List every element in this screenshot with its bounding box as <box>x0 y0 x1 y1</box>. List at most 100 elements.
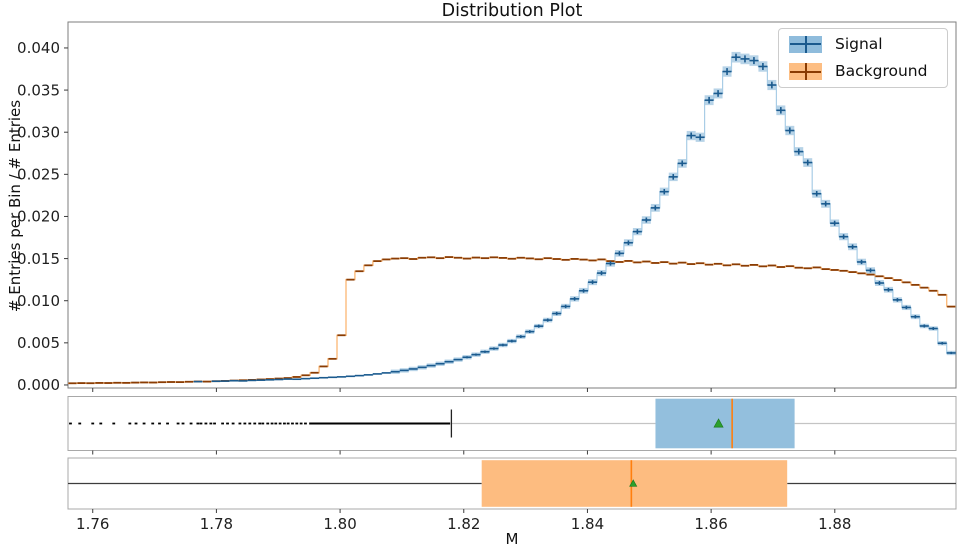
signal-marker-vbar <box>511 339 513 343</box>
background-dash-marker <box>705 263 714 266</box>
flier-marker <box>78 422 82 425</box>
background-dash-marker <box>113 381 122 384</box>
flier-marker <box>189 422 193 425</box>
signal-marker-vbar <box>681 160 684 167</box>
signal-marker-vbar <box>690 132 692 139</box>
legend-label-signal: Signal <box>835 34 883 53</box>
y-tick-label: 0.030 <box>17 123 60 141</box>
flier-marker <box>181 422 185 425</box>
signal-marker-vbar <box>717 90 719 97</box>
background-dash-marker <box>382 258 391 261</box>
flier-marker <box>258 422 262 425</box>
background-dash-marker <box>812 266 821 269</box>
background-dash-marker <box>337 334 346 337</box>
background-dash-marker <box>122 381 131 384</box>
background-dash-marker <box>346 278 355 281</box>
background-dash-marker <box>938 293 947 296</box>
signal-marker-vbar <box>708 96 710 104</box>
background-dash-marker <box>570 258 579 260</box>
signal-marker-vbar <box>573 297 576 301</box>
background-dash-marker <box>489 256 498 259</box>
flier-marker <box>128 422 132 425</box>
signal-marker-vbar <box>789 127 791 134</box>
background-dash-marker <box>947 305 956 308</box>
y-tick-label: 0.005 <box>17 334 60 352</box>
background-dash-marker <box>507 257 516 260</box>
flier-marker <box>299 422 303 425</box>
flier-marker <box>243 422 247 425</box>
flier-marker <box>278 422 282 425</box>
signal-marker-vbar <box>699 134 701 141</box>
background-dash-marker <box>848 271 857 273</box>
signal-marker-hbar <box>310 377 320 380</box>
background-dash-marker <box>480 257 490 260</box>
y-axis-ticks: 0.000 0.005 0.010 0.015 0.020 0.025 0.030 0.035… <box>17 39 68 394</box>
signal-marker-hbar <box>265 379 275 381</box>
background-dash-marker <box>633 261 642 264</box>
flier-marker <box>304 422 307 425</box>
signal-marker-vbar <box>914 315 917 319</box>
background-dash-marker <box>588 259 597 262</box>
legend: Signal Background <box>778 28 948 88</box>
background-dash-marker <box>669 262 678 265</box>
signal-marker-hbar <box>283 378 293 380</box>
mean-marker <box>713 418 724 428</box>
signal-marker-vbar <box>475 353 477 356</box>
background-dash-marker <box>866 273 875 276</box>
flier-marker <box>158 422 161 425</box>
signal-marker-hbar <box>292 378 302 381</box>
flier-marker <box>209 422 213 425</box>
background-dash-marker <box>104 382 113 384</box>
signal-marker-vbar <box>833 220 836 226</box>
flier-dense-band <box>309 422 451 425</box>
flier-marker <box>151 422 155 425</box>
signal-marker-hbar <box>372 373 382 375</box>
background-errorbar-vline <box>804 63 807 81</box>
signal-marker-hbar <box>426 364 436 367</box>
y-tick-label: 0.015 <box>17 250 60 268</box>
flier-marker <box>91 422 95 425</box>
background-dash-marker <box>651 262 660 264</box>
signal-marker-vbar <box>735 53 737 61</box>
signal-marker-hbar <box>247 379 257 382</box>
background-dash-marker <box>579 258 588 261</box>
signal-marker-hbar <box>345 375 355 378</box>
signal-marker-hbar <box>336 376 346 378</box>
y-tick-label: 0.035 <box>17 81 60 99</box>
flier-marker <box>166 422 169 425</box>
background-dash-marker <box>274 377 283 380</box>
background-dash-marker <box>427 256 436 259</box>
signal-marker-hbar <box>238 380 248 382</box>
background-dash-marker <box>606 260 615 263</box>
signal-marker-vbar <box>484 350 486 353</box>
signal-marker-vbar <box>636 229 639 235</box>
signal-marker-vbar <box>851 244 854 250</box>
background-dash-marker <box>767 264 776 267</box>
flier-marker <box>286 422 290 425</box>
background-dash-marker <box>785 265 794 268</box>
background-dash-marker <box>713 262 723 265</box>
background-dash-marker <box>86 382 95 385</box>
background-dash-marker <box>131 381 140 384</box>
signal-marker-vbar <box>726 68 728 75</box>
signal-marker-hbar <box>399 369 409 372</box>
background-dash-marker <box>328 357 337 360</box>
background-dash-marker <box>310 371 319 374</box>
signal-errorbar-vline <box>804 35 807 53</box>
signal-errorbar-markers <box>193 53 956 383</box>
background-dash-marker <box>319 365 328 368</box>
signal-marker-hbar <box>274 378 284 381</box>
background-dash-marker <box>453 256 463 259</box>
background-dash-marker <box>561 258 570 261</box>
flier-marker <box>274 422 278 425</box>
flier-marker <box>295 422 299 425</box>
signal-marker-hbar <box>328 376 337 379</box>
background-dash-marker <box>911 283 920 286</box>
background-dash-marker <box>373 260 382 263</box>
signal-marker-hbar <box>381 372 391 374</box>
background-dash-marker <box>68 382 77 385</box>
background-dash-marker <box>462 257 472 260</box>
background-dash-marker <box>857 272 866 275</box>
background-dash-marker <box>498 257 507 259</box>
